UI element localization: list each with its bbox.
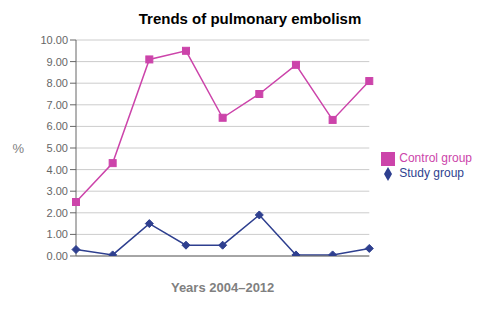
svg-text:1.00: 1.00 [47, 228, 68, 240]
svg-text:7.00: 7.00 [47, 99, 68, 111]
svg-text:9.00: 9.00 [47, 56, 68, 68]
svg-text:0.00: 0.00 [47, 250, 68, 262]
svg-text:%: % [12, 141, 24, 156]
svg-text:10.00: 10.00 [40, 34, 68, 46]
svg-text:2.00: 2.00 [47, 207, 68, 219]
svg-text:8.00: 8.00 [47, 77, 68, 89]
html-text:Control group: Control group [399, 151, 472, 166]
svg-text:3.00: 3.00 [47, 185, 68, 197]
svg-text:5.00: 5.00 [47, 142, 68, 154]
svg-text:4.00: 4.00 [47, 164, 68, 176]
svg-text:6.00: 6.00 [47, 120, 68, 132]
svg-text:Years 2004–2012: Years 2004–2012 [171, 280, 274, 295]
html-text:Study group: Study group [399, 166, 464, 180]
html-text:Trends of pulmonary embolism: Trends of pulmonary embolism [138, 10, 362, 27]
